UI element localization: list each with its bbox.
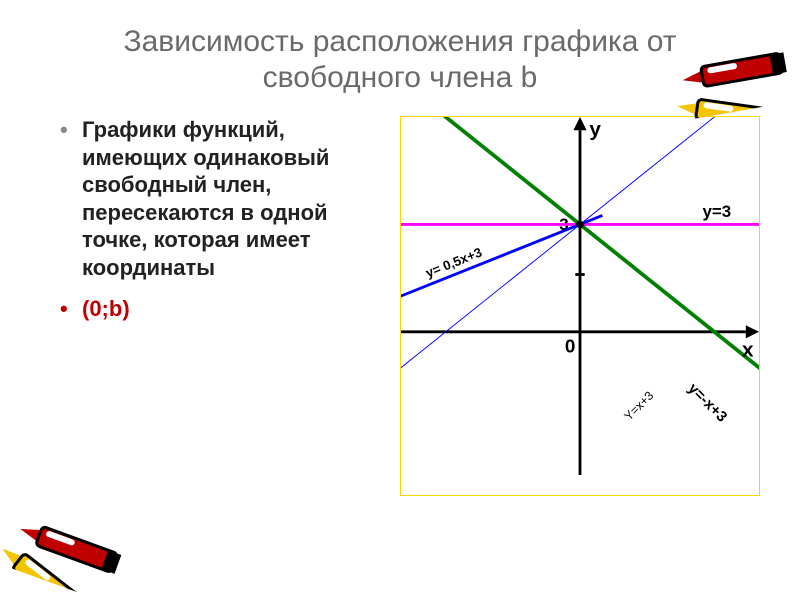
bullet-1: Графики функций, имеющих одинаковый своб… — [60, 116, 380, 281]
svg-text:y=3: y=3 — [702, 202, 731, 221]
svg-text:y: y — [589, 118, 601, 141]
text-column: Графики функций, имеющих одинаковый своб… — [40, 116, 380, 496]
linear-functions-chart: 3xy0y=3y= 0,5x+3Y=x+3y=-x+3 — [401, 117, 759, 475]
bullet-2: (0;b) — [60, 295, 380, 323]
svg-text:x: x — [742, 338, 754, 361]
slide-title: Зависимость расположения графика от своб… — [100, 24, 700, 96]
crayon-decoration-top-right — [662, 0, 800, 121]
svg-text:0: 0 — [565, 336, 575, 357]
chart-area: 3xy0y=3y= 0,5x+3Y=x+3y=-x+3 — [400, 116, 760, 496]
